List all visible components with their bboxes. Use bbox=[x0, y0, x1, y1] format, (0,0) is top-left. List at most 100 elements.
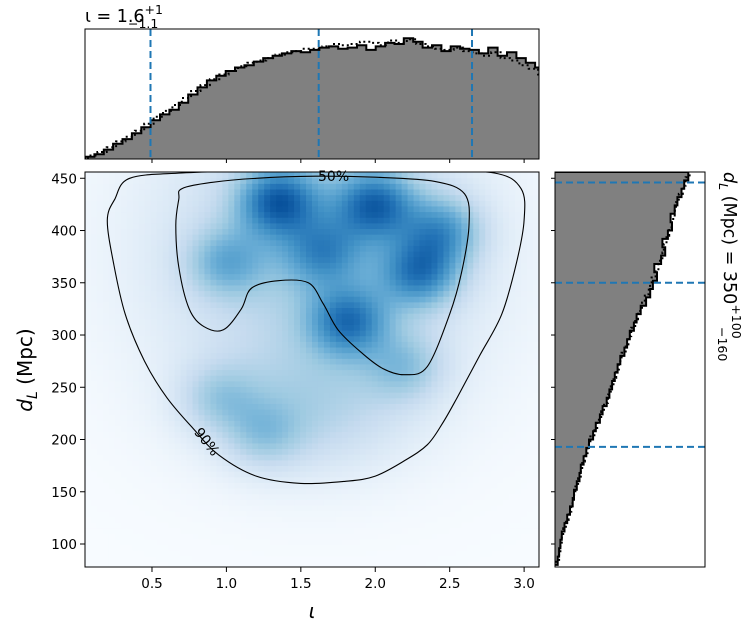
density-cell bbox=[413, 504, 421, 512]
density-cell bbox=[395, 499, 403, 506]
density-cell bbox=[222, 228, 229, 235]
density-cell bbox=[473, 375, 480, 382]
density-cell bbox=[85, 550, 92, 557]
density-cell bbox=[258, 183, 265, 190]
density-cell bbox=[240, 538, 247, 546]
density-cell bbox=[156, 217, 164, 224]
density-cell bbox=[252, 493, 259, 500]
density-cell bbox=[156, 482, 164, 489]
density-cell bbox=[473, 352, 480, 359]
density-cell bbox=[383, 222, 391, 230]
density-cell bbox=[240, 561, 247, 567]
density-cell bbox=[461, 313, 468, 320]
density-cell bbox=[425, 504, 433, 512]
density-cell bbox=[461, 188, 468, 196]
density-cell bbox=[186, 369, 194, 376]
density-cell bbox=[485, 375, 492, 382]
density-cell bbox=[317, 228, 325, 235]
density-cell bbox=[282, 482, 289, 489]
density-cell bbox=[102, 324, 110, 331]
density-cell bbox=[335, 392, 343, 399]
density-cell bbox=[294, 471, 301, 478]
density-cell bbox=[425, 256, 433, 263]
density-cell bbox=[108, 516, 116, 523]
density-cell bbox=[264, 437, 271, 444]
density-cell bbox=[377, 533, 385, 540]
density-cell bbox=[192, 335, 200, 342]
density-cell bbox=[509, 425, 516, 433]
density-cell bbox=[377, 488, 385, 495]
density-cell bbox=[449, 251, 456, 258]
density-cell bbox=[234, 358, 241, 365]
density-cell bbox=[216, 488, 223, 495]
density-cell bbox=[347, 222, 355, 230]
density-cell bbox=[317, 177, 325, 184]
density-cell bbox=[264, 335, 271, 342]
density-cell bbox=[329, 409, 337, 416]
density-cell bbox=[240, 414, 247, 421]
density-cell bbox=[282, 346, 289, 354]
density-cell bbox=[300, 414, 307, 421]
density-cell bbox=[479, 284, 486, 292]
density-cell bbox=[509, 476, 516, 483]
density-cell bbox=[168, 256, 176, 263]
density-cell bbox=[192, 307, 200, 314]
density-cell bbox=[455, 504, 462, 512]
density-cell bbox=[246, 352, 253, 359]
density-cell bbox=[431, 301, 439, 309]
density-cell bbox=[258, 555, 265, 562]
density-cell bbox=[216, 183, 223, 190]
density-cell bbox=[359, 363, 367, 371]
density-cell bbox=[264, 369, 271, 376]
density-cell bbox=[383, 550, 391, 557]
density-cell bbox=[437, 392, 445, 399]
density-cell bbox=[198, 386, 206, 393]
density-cell bbox=[347, 561, 355, 567]
density-cell bbox=[443, 358, 450, 365]
density-cell bbox=[407, 538, 415, 546]
density-cell bbox=[180, 211, 188, 218]
density-cell bbox=[323, 397, 331, 404]
density-cell bbox=[186, 437, 194, 444]
density-cell bbox=[162, 222, 170, 230]
density-cell bbox=[329, 504, 337, 512]
density-cell bbox=[144, 392, 152, 399]
density-cell bbox=[132, 561, 140, 567]
density-cell bbox=[276, 307, 283, 314]
density-cell bbox=[365, 234, 373, 241]
density-cell bbox=[395, 262, 403, 269]
density-cell bbox=[282, 476, 289, 483]
density-cell bbox=[353, 194, 361, 201]
density-cell bbox=[371, 454, 379, 461]
density-cell bbox=[102, 369, 110, 376]
density-cell bbox=[132, 172, 140, 179]
density-cell bbox=[437, 437, 445, 444]
density-cell bbox=[335, 239, 343, 246]
density-cell bbox=[120, 183, 128, 190]
density-cell bbox=[186, 194, 194, 201]
density-cell bbox=[377, 341, 385, 348]
density-cell bbox=[317, 172, 325, 179]
density-cell bbox=[407, 301, 415, 309]
density-cell bbox=[312, 234, 319, 241]
density-cell bbox=[222, 527, 229, 534]
density-cell bbox=[401, 245, 409, 252]
density-cell bbox=[461, 205, 468, 213]
density-cell bbox=[365, 499, 373, 506]
density-cell bbox=[216, 205, 223, 213]
density-cell bbox=[192, 448, 200, 455]
density-cell bbox=[300, 488, 307, 495]
density-cell bbox=[162, 499, 170, 506]
density-cell bbox=[168, 437, 176, 444]
density-cell bbox=[443, 459, 450, 467]
density-cell bbox=[383, 510, 391, 517]
density-cell bbox=[317, 521, 325, 529]
density-cell bbox=[479, 375, 486, 382]
density-cell bbox=[114, 330, 122, 337]
density-cell bbox=[264, 482, 271, 489]
density-cell bbox=[431, 459, 439, 467]
density-cell bbox=[335, 521, 343, 529]
density-cell bbox=[509, 454, 516, 461]
density-cell bbox=[168, 392, 176, 399]
density-cell bbox=[180, 267, 188, 275]
